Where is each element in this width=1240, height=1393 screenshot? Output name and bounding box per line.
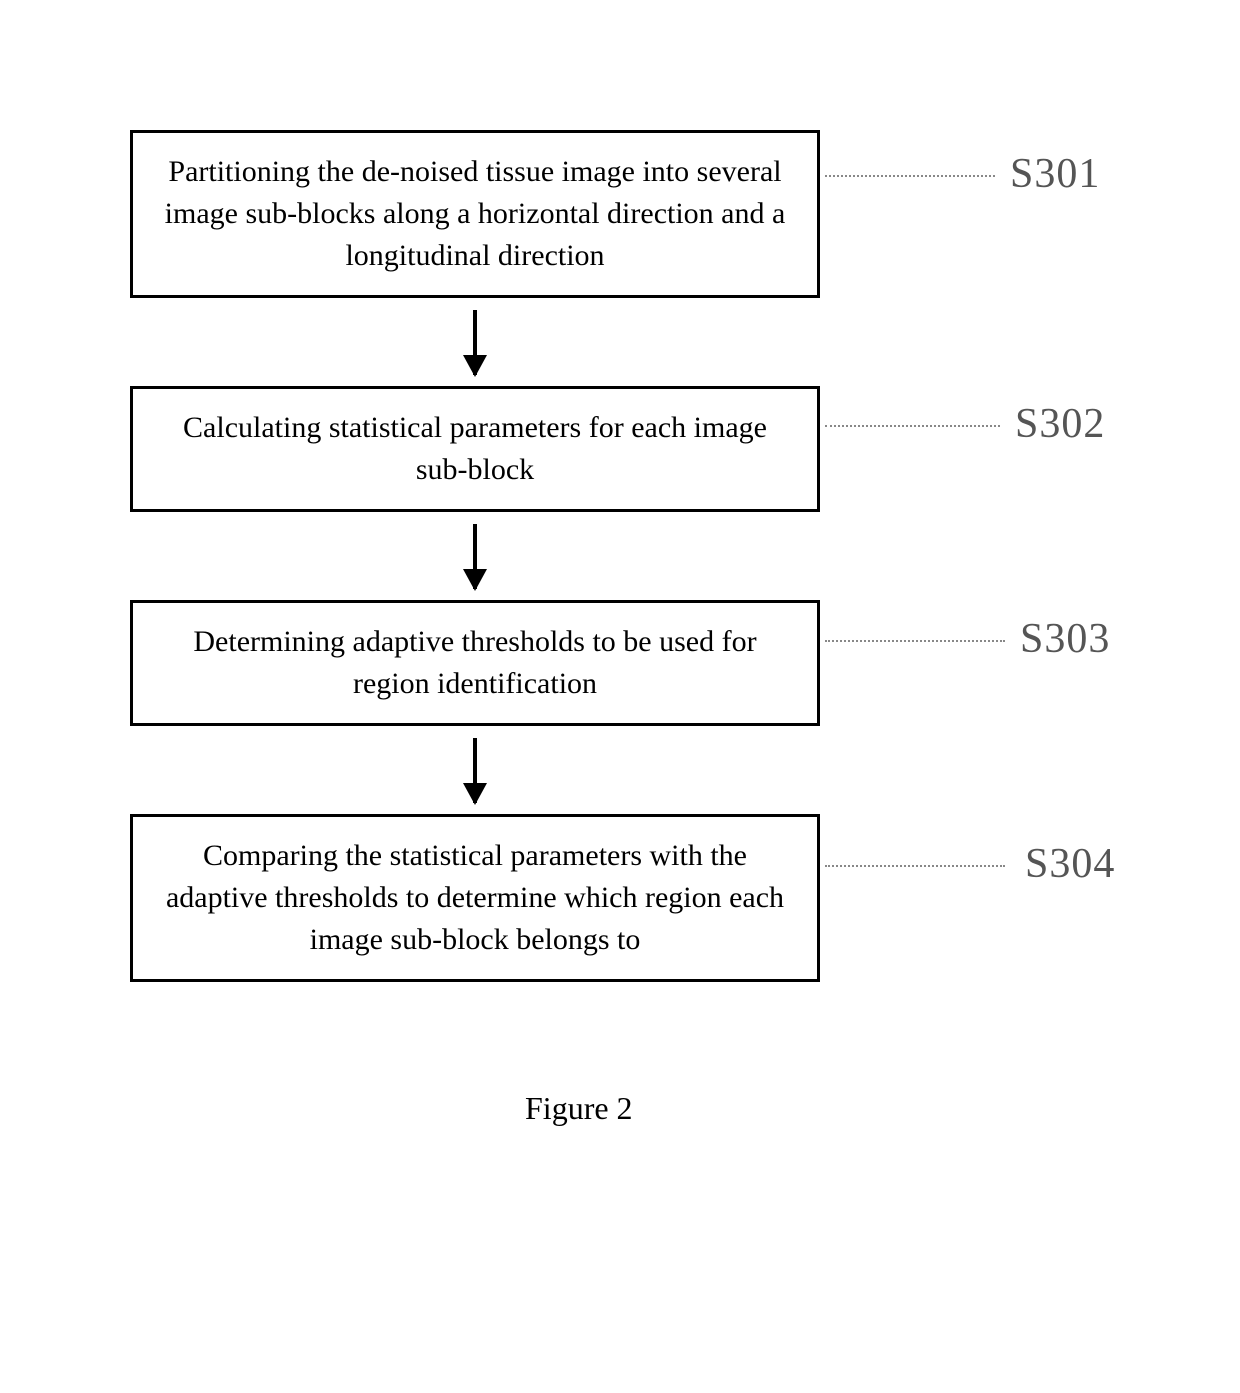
flow-box-s303: Determining adaptive thresholds to be us… xyxy=(130,600,820,726)
arrow-line xyxy=(473,524,477,589)
flow-box-text: Calculating statistical parameters for e… xyxy=(183,411,767,486)
figure-caption: Figure 2 xyxy=(525,1090,633,1127)
flow-box-text: Partitioning the de-noised tissue image … xyxy=(165,155,786,272)
arrow-head-icon xyxy=(463,569,487,591)
leader-line-s303 xyxy=(825,640,1005,642)
step-label-s302: S302 xyxy=(1015,400,1105,448)
flowchart-container: Partitioning the de-noised tissue image … xyxy=(0,0,1240,982)
arrow-s303-s304 xyxy=(130,726,820,814)
arrow-line xyxy=(473,310,477,375)
flow-box-text: Comparing the statistical parameters wit… xyxy=(166,839,784,956)
arrow-line xyxy=(473,738,477,803)
arrow-head-icon xyxy=(463,783,487,805)
step-label-s303: S303 xyxy=(1020,615,1110,663)
arrow-s302-s303 xyxy=(130,512,820,600)
step-label-s304: S304 xyxy=(1025,840,1115,888)
flow-box-s302: Calculating statistical parameters for e… xyxy=(130,386,820,512)
flow-box-text: Determining adaptive thresholds to be us… xyxy=(193,625,756,700)
leader-line-s304 xyxy=(825,865,1005,867)
leader-line-s302 xyxy=(825,425,1000,427)
flow-box-s304: Comparing the statistical parameters wit… xyxy=(130,814,820,982)
step-label-s301: S301 xyxy=(1010,150,1100,198)
flow-box-s301: Partitioning the de-noised tissue image … xyxy=(130,130,820,298)
arrow-head-icon xyxy=(463,355,487,377)
leader-line-s301 xyxy=(825,175,995,177)
arrow-s301-s302 xyxy=(130,298,820,386)
